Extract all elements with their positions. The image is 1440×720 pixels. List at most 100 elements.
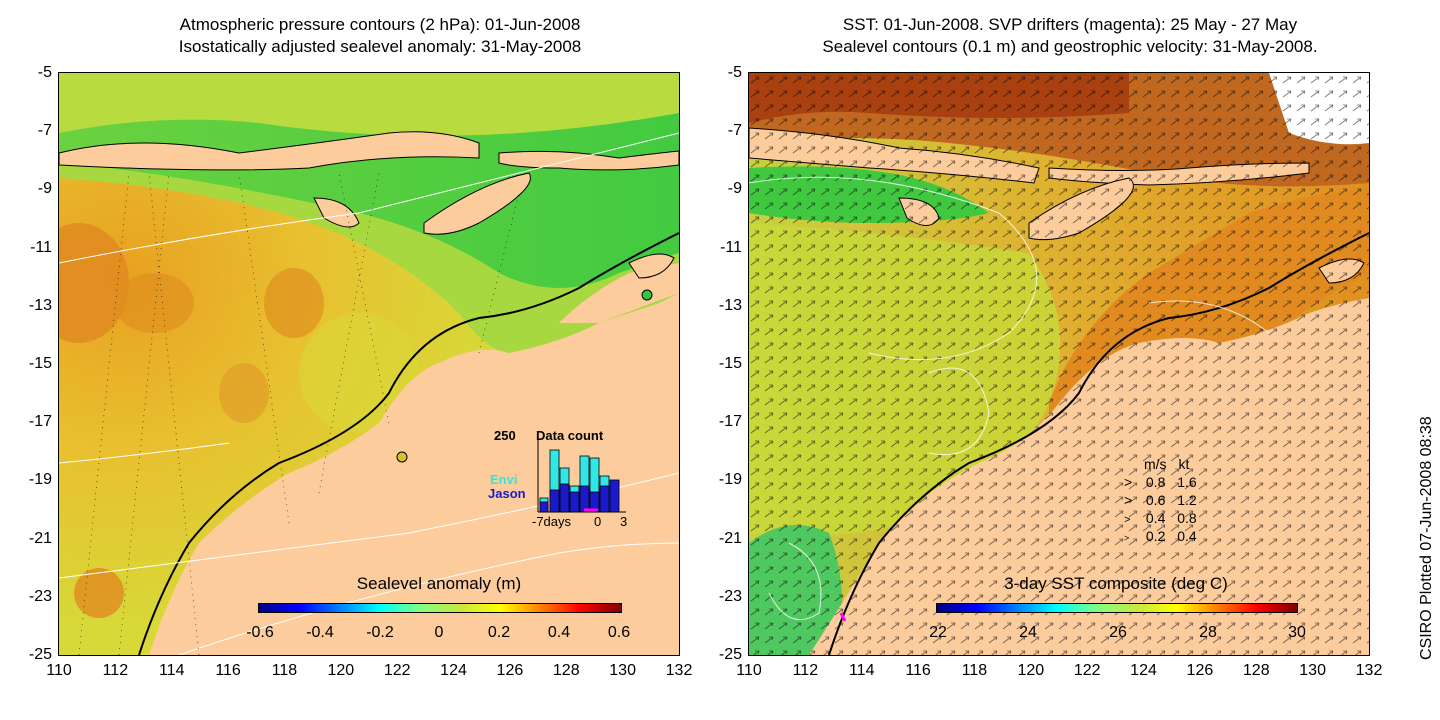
x-tick-label: 114 xyxy=(158,662,185,679)
x-tick-label: 132 xyxy=(1355,662,1383,679)
y-tick-label: -11 xyxy=(30,238,52,256)
left-title-line1: Atmospheric pressure contours (2 hPa): 0… xyxy=(179,15,581,34)
x-tick-label: 120 xyxy=(1017,662,1045,679)
right-cb-tick: 30 xyxy=(1288,624,1306,641)
y-tick-label: -17 xyxy=(718,413,742,431)
right-title-line2: Sealevel contours (0.1 m) and geostrophi… xyxy=(822,37,1318,56)
left-colorbar xyxy=(258,603,622,613)
x-tick-label: 124 xyxy=(1130,662,1157,679)
y-tick-label: -17 xyxy=(28,413,52,431)
x-tick-label: 110 xyxy=(736,662,762,679)
right-cb-tick: 26 xyxy=(1109,624,1127,641)
arrow-icon: > xyxy=(1124,474,1133,490)
x-tick-label: 124 xyxy=(440,662,467,679)
legend-header-ms: m/s xyxy=(1144,456,1167,472)
y-tick-label: -13 xyxy=(718,296,742,314)
right-map-title: SST: 01-Jun-2008. SVP drifters (magenta)… xyxy=(730,14,1410,58)
legend-kt: 0.8 xyxy=(1177,510,1197,526)
right-colorbar-title: 3-day SST composite (deg C) xyxy=(1004,574,1228,593)
x-tick-label: 126 xyxy=(1186,662,1214,679)
legend-row: > 0.6 1.2 xyxy=(1124,492,1197,510)
x-tick-label: 118 xyxy=(961,662,988,679)
legend-ms: 0.8 xyxy=(1145,474,1166,490)
x-tick-label: 112 xyxy=(102,662,129,679)
x-tick-label: 120 xyxy=(327,662,355,679)
inset-max-label: 250 xyxy=(494,428,516,443)
x-tick-label: 122 xyxy=(383,662,411,679)
right-title-line1: SST: 01-Jun-2008. SVP drifters (magenta)… xyxy=(842,15,1298,34)
inset-bars xyxy=(537,438,626,513)
sst-map-graphic xyxy=(749,73,1369,655)
inset-x-zero: 0 xyxy=(594,514,602,529)
x-tick-label: 110 xyxy=(46,662,72,679)
y-tick-label: -5 xyxy=(37,64,52,81)
y-tick-label: -23 xyxy=(718,587,742,605)
inset-x-left: -7days xyxy=(532,514,572,529)
left-colorbar-title: Sealevel anomaly (m) xyxy=(356,574,522,593)
left-cb-tick: 0 xyxy=(434,624,444,641)
sst-map[interactable] xyxy=(748,72,1370,656)
x-tick-label: 116 xyxy=(215,662,241,679)
arrow-icon: > xyxy=(1124,492,1133,508)
x-tick-label: 112 xyxy=(792,662,819,679)
left-cb-tick: 0.2 xyxy=(487,624,511,641)
left-cb-tick: -0.4 xyxy=(306,624,334,641)
legend-ms: 0.6 xyxy=(1145,492,1166,508)
inset-title: Data count xyxy=(536,428,604,443)
legend-row: > 0.8 1.6 xyxy=(1124,474,1197,492)
inset-jason-label: Jason xyxy=(488,486,526,501)
x-tick-label: 126 xyxy=(496,662,524,679)
x-tick-label: 116 xyxy=(905,662,931,679)
sealevel-anomaly-map[interactable] xyxy=(58,72,680,656)
legend-row: > 0.4 0.8 xyxy=(1124,510,1197,528)
x-tick-label: 128 xyxy=(1242,662,1270,679)
y-tick-label: -21 xyxy=(718,529,742,547)
y-tick-label: -25 xyxy=(28,646,52,663)
x-tick-label: 128 xyxy=(552,662,580,679)
data-count-inset: 250 Data count Envi Jason -7days 0 3 xyxy=(488,428,630,530)
x-tick-label: 118 xyxy=(271,662,298,679)
y-tick-label: -5 xyxy=(727,64,742,81)
y-tick-label: -7 xyxy=(37,122,52,140)
inset-bar-group xyxy=(539,449,620,513)
left-cb-tick: 0.6 xyxy=(607,624,631,641)
y-tick-label: -13 xyxy=(28,296,52,314)
legend-row: > 0.2 0.4 xyxy=(1124,528,1197,546)
left-cb-tick: -0.2 xyxy=(366,624,394,641)
left-map-title: Atmospheric pressure contours (2 hPa): 0… xyxy=(40,14,720,58)
y-tick-label: -11 xyxy=(720,238,742,256)
y-tick-label: -19 xyxy=(718,471,742,489)
x-tick-label: 122 xyxy=(1073,662,1101,679)
left-cb-tick: 0.4 xyxy=(547,624,571,641)
y-tick-label: -15 xyxy=(718,355,742,372)
y-tick-label: -9 xyxy=(37,180,52,198)
right-cb-tick: 22 xyxy=(929,624,947,641)
arrow-icon: > xyxy=(1124,514,1131,526)
x-tick-label: 130 xyxy=(609,662,636,679)
legend-header: m/s kt xyxy=(1124,456,1197,474)
credit-text: CSIRO Plotted 07-Jun-2008 08:38 xyxy=(1418,416,1435,660)
y-tick-label: -7 xyxy=(727,122,742,140)
x-tick-label: 114 xyxy=(848,662,875,679)
left-cb-tick: -0.6 xyxy=(246,624,274,641)
y-tick-label: -23 xyxy=(28,587,52,605)
sealevel-map-graphic xyxy=(59,73,679,655)
x-tick-label: 130 xyxy=(1299,662,1326,679)
left-title-line2: Isostatically adjusted sealevel anomaly:… xyxy=(178,37,582,56)
y-tick-label: -21 xyxy=(28,529,52,547)
inset-envi-label: Envi xyxy=(490,472,518,487)
y-tick-label: -19 xyxy=(28,471,52,489)
legend-header-kt: kt xyxy=(1178,456,1190,472)
right-cb-tick: 24 xyxy=(1019,624,1037,641)
legend-kt: 1.6 xyxy=(1177,474,1197,490)
right-cb-tick: 28 xyxy=(1199,624,1217,641)
legend-ms: 0.4 xyxy=(1145,510,1166,526)
arrow-icon: > xyxy=(1124,533,1130,543)
y-tick-label: -9 xyxy=(727,180,742,198)
legend-kt: 0.4 xyxy=(1177,528,1197,544)
legend-kt: 1.2 xyxy=(1177,492,1197,508)
y-tick-label: -15 xyxy=(28,355,52,372)
y-tick-label: -25 xyxy=(718,646,742,663)
legend-ms: 0.2 xyxy=(1145,528,1166,544)
right-colorbar xyxy=(936,603,1298,613)
